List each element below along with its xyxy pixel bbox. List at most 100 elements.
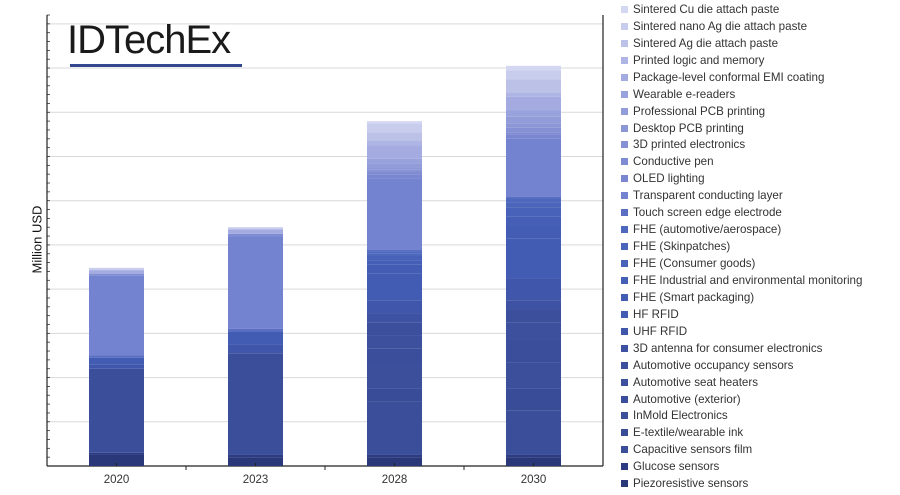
legend-item: FHE (automotive/aerospace) [621, 221, 862, 238]
bar-segment [228, 233, 283, 237]
legend-label: Automotive (exterior) [633, 392, 741, 406]
legend-item: Professional PCB printing [621, 103, 862, 120]
y-axis-label: Million USD [29, 205, 45, 274]
legend-item: Automotive (exterior) [621, 391, 862, 408]
legend-swatch [621, 73, 628, 81]
legend-label: OLED lighting [633, 172, 705, 186]
bar-segment [506, 454, 561, 458]
legend-item: E-textile/wearable ink [621, 424, 862, 441]
legend-label: FHE (Skinpatches) [633, 240, 731, 254]
bar-segment [506, 225, 561, 239]
legend-swatch [621, 344, 628, 352]
legend-item: FHE (Consumer goods) [621, 255, 862, 272]
bar-segment [506, 70, 561, 80]
bar-segment [367, 121, 422, 124]
legend-swatch [621, 412, 628, 420]
legend-item: Piezoresistive sensors [621, 475, 862, 492]
legend-item: Transparent conducting layer [621, 187, 862, 204]
legend-label: FHE (automotive/aerospace) [633, 223, 782, 237]
legend-label: Automotive occupancy sensors [633, 358, 794, 372]
bar-segment [367, 457, 422, 466]
legend-swatch [621, 192, 628, 200]
legend-swatch [621, 226, 628, 234]
bar-segment [228, 353, 283, 455]
bar-segment [506, 216, 561, 226]
bar-segment [89, 452, 144, 455]
legend-swatch [621, 260, 628, 268]
legend-label: FHE (Smart packaging) [633, 290, 755, 304]
bar-segment [506, 300, 561, 310]
legend-swatch [621, 446, 628, 454]
x-tick-label: 2030 [521, 474, 547, 486]
legend-swatch [621, 463, 628, 471]
bar-segment [367, 253, 422, 256]
bar-segment [506, 207, 561, 217]
bar-segment [367, 145, 422, 159]
legend-label: Conductive pen [633, 155, 714, 169]
bar-segment [506, 198, 561, 203]
bar-segment [367, 454, 422, 458]
legend-item: Package-level conformal EMI coating [621, 69, 862, 86]
bar-segment [367, 366, 422, 389]
bar-segment [506, 362, 561, 389]
bar-segment [506, 278, 561, 301]
bar-segment [506, 339, 561, 363]
bar-segment [89, 270, 144, 274]
bar-segment [506, 92, 561, 97]
bar-segment [367, 169, 422, 172]
legend-item: 3D antenna for consumer electronics [621, 340, 862, 357]
bar-segment [228, 344, 283, 354]
legend-item: Automotive seat heaters [621, 374, 862, 391]
bar-segment [89, 273, 144, 276]
legend-swatch [621, 141, 628, 149]
bar-segment [228, 328, 283, 332]
bar-segment [506, 202, 561, 208]
bar-segment [367, 348, 422, 367]
bar-segment [506, 127, 561, 133]
bar-segment [367, 132, 422, 142]
bar-segment [506, 238, 561, 279]
bar-segment [228, 236, 283, 329]
legend-swatch [621, 429, 628, 437]
bar-segment [506, 96, 561, 111]
logo-underline [70, 64, 242, 67]
legend-label: Wearable e-readers [633, 87, 736, 101]
legend-item: FHE Industrial and environmental monitor… [621, 272, 862, 289]
legend-item: OLED lighting [621, 170, 862, 187]
bar-segment [367, 249, 422, 252]
legend-item: Touch screen edge electrode [621, 204, 862, 221]
x-tick-label: 2023 [243, 474, 269, 486]
idtechex-logo: IDTechEx [67, 18, 231, 62]
legend-label: Printed logic and memory [633, 53, 765, 67]
legend-label: Touch screen edge electrode [633, 206, 782, 220]
bar-segment [506, 457, 561, 466]
legend-swatch [621, 243, 628, 251]
legend-item: Capacitive sensors film [621, 441, 862, 458]
legend-item: HF RFID [621, 306, 862, 323]
legend-item: Desktop PCB printing [621, 120, 862, 137]
legend-label: 3D printed electronics [633, 138, 746, 152]
bar-segment [89, 364, 144, 369]
legend-label: Sintered Cu die attach paste [633, 2, 780, 16]
x-tick-label: 2020 [104, 474, 130, 486]
legend-item: 3D printed electronics [621, 137, 862, 154]
legend-swatch [621, 90, 628, 98]
bar-segment [367, 171, 422, 175]
legend-swatch [621, 293, 628, 301]
legend-item: Sintered Ag die attach paste [621, 35, 862, 52]
legend-swatch [621, 175, 628, 183]
bar-segment [89, 275, 144, 356]
legend-label: UHF RFID [633, 324, 688, 338]
bar-segment [367, 401, 422, 455]
legend-item: Automotive occupancy sensors [621, 357, 862, 374]
bar-segment [367, 335, 422, 349]
legend-swatch [621, 209, 628, 217]
legend-item: Wearable e-readers [621, 86, 862, 103]
bar-segment [367, 300, 422, 314]
legend-item: FHE (Smart packaging) [621, 289, 862, 306]
bar-segment [228, 457, 283, 466]
legend-label: FHE (Consumer goods) [633, 257, 756, 271]
legend-swatch [621, 480, 628, 488]
bar-segment [367, 123, 422, 133]
